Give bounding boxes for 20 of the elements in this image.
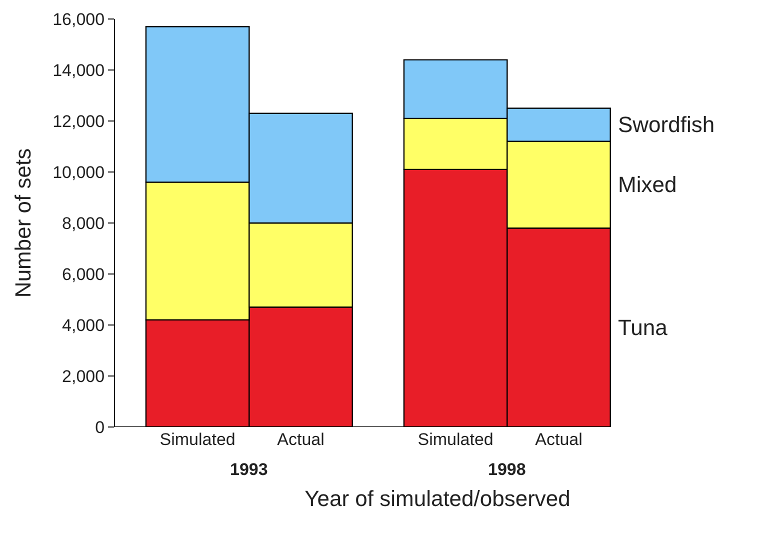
y-tick-label: 10,000 <box>52 162 105 182</box>
x-tick-label: Simulated <box>160 430 236 449</box>
y-tick-label: 14,000 <box>52 60 105 80</box>
y-tick-label: 2,000 <box>62 366 105 386</box>
y-tick-label: 12,000 <box>52 112 105 131</box>
y-axis-title: Number of sets <box>10 148 36 298</box>
y-tick-label: 16,000 <box>52 10 105 29</box>
y-tick-label: 8,000 <box>62 214 105 233</box>
x-axis-title: Year of simulated/observed <box>304 486 570 511</box>
x-tick-label: Simulated <box>418 430 494 449</box>
series-label: Swordfish <box>618 112 715 137</box>
x-tick-label: Actual <box>535 430 582 449</box>
series-label: Tuna <box>618 315 668 340</box>
x-tick-label: Actual <box>277 430 324 449</box>
series-label: Mixed <box>618 172 677 197</box>
y-tick-label: 0 <box>95 418 105 437</box>
text: 1998 <box>488 460 526 479</box>
y-tick-label: 4,000 <box>62 316 105 335</box>
text: 1993 <box>230 460 268 479</box>
y-tick-label: 6,000 <box>62 264 105 284</box>
